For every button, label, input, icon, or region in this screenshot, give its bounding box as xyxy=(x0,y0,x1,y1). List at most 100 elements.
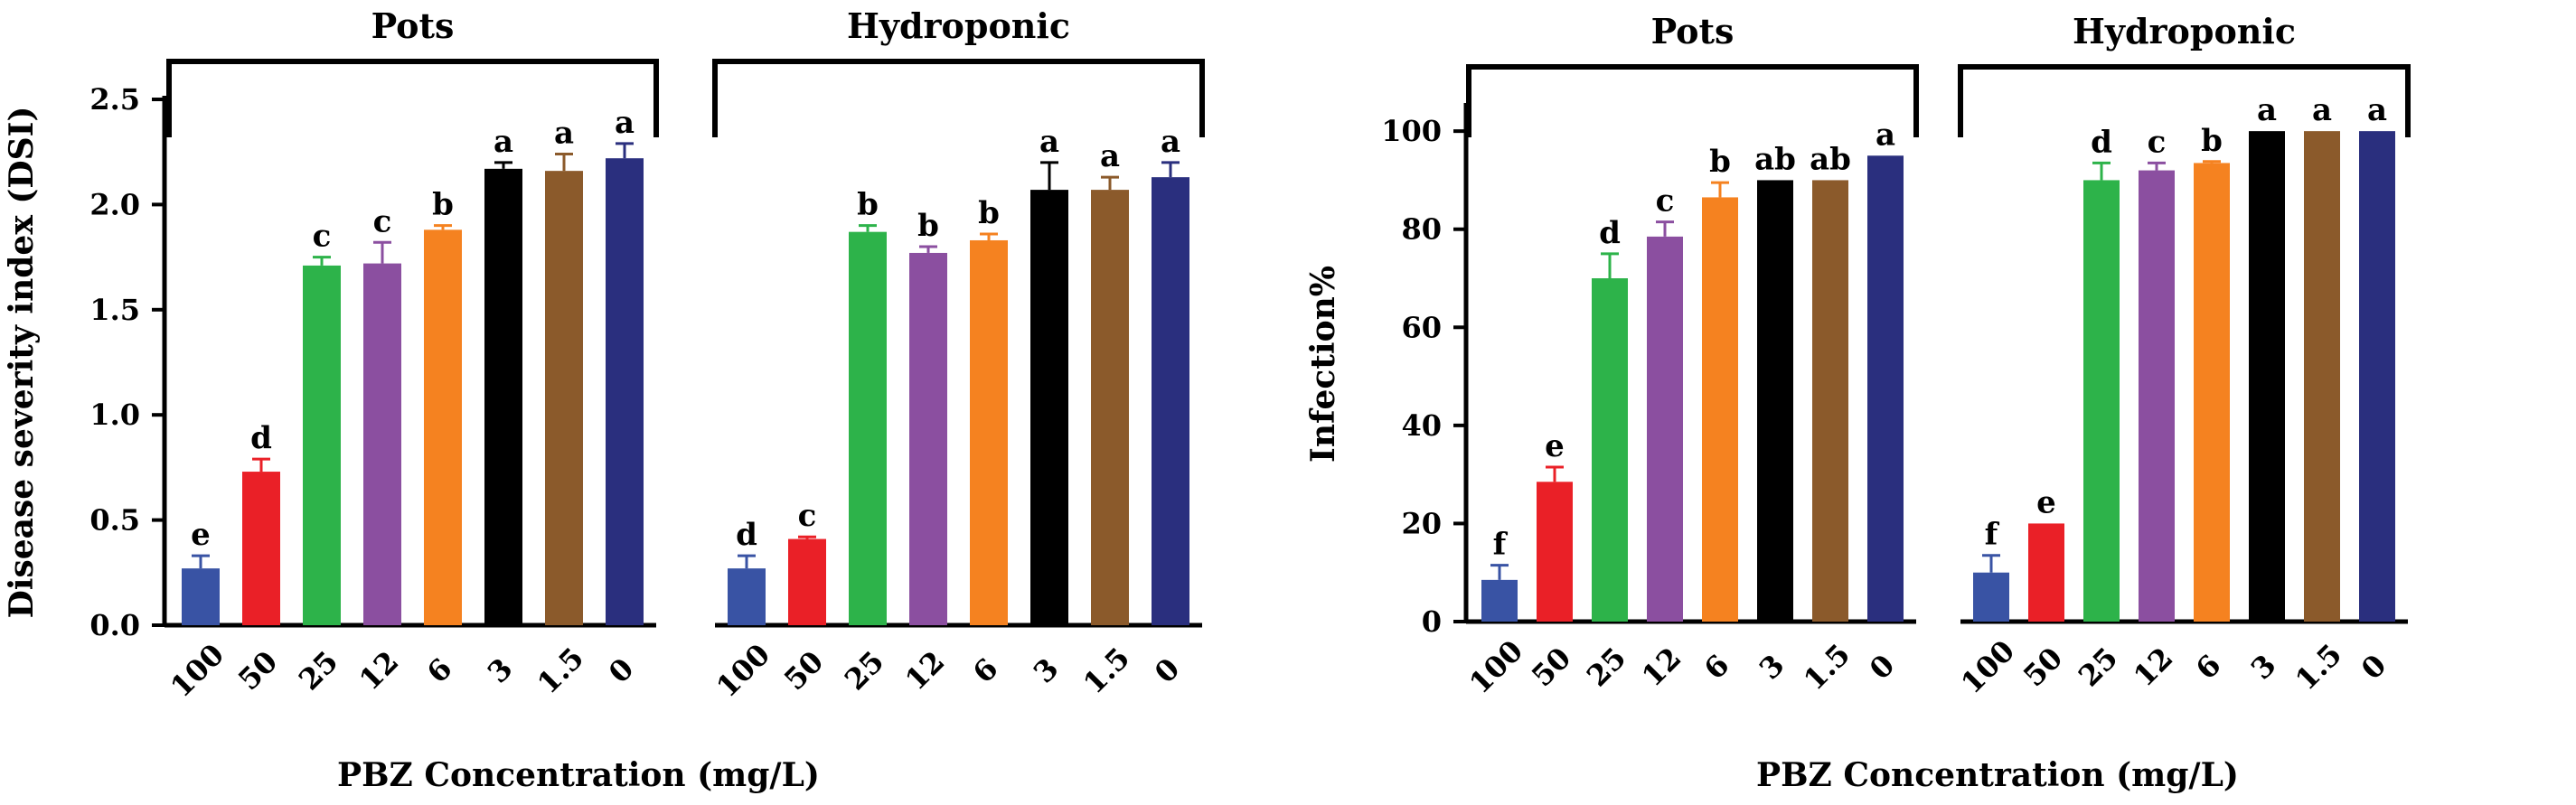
significance-letter: b xyxy=(917,208,939,244)
significance-letter: a xyxy=(494,124,513,160)
group-bracket xyxy=(712,59,1205,137)
x-tick-label: 3 xyxy=(481,651,520,690)
x-tick-label: 6 xyxy=(2189,648,2228,687)
y-tick-label: 60 xyxy=(1401,310,1442,344)
y-tick-label: 2.5 xyxy=(89,82,140,117)
significance-letter: a xyxy=(554,116,574,152)
bar xyxy=(182,568,220,625)
x-tick-label: 0 xyxy=(1148,651,1187,690)
x-tick-label: 25 xyxy=(1580,641,1632,693)
group-pots: Pots f 100 e 50 d 25 c 12 b 6 ab 3 ab 1.5 a 0 xyxy=(1462,11,1919,700)
y-tick-label: 1.5 xyxy=(89,293,140,327)
bar xyxy=(1973,572,2009,622)
bar xyxy=(970,239,1008,625)
bar xyxy=(424,229,462,625)
x-tick-label: 12 xyxy=(898,644,951,697)
bar xyxy=(1152,177,1189,626)
bar xyxy=(2249,131,2285,622)
significance-letter: a xyxy=(2257,92,2277,128)
x-tick-label: 25 xyxy=(2072,641,2124,693)
y-tick-label: 2.0 xyxy=(89,187,140,221)
dsi-chart: 0.0 0.5 1.0 1.5 2.0 2.5 Disease severity index… xyxy=(3,5,1205,794)
significance-letter: c xyxy=(373,203,392,239)
bar xyxy=(1091,190,1129,625)
significance-letter: a xyxy=(2367,92,2387,128)
y-axis-title: Infection% xyxy=(1304,266,1342,463)
infection-chart: 020406080100Infection%Potsf100e50d25c12b… xyxy=(1304,11,2411,794)
group-title: Hydroponic xyxy=(847,5,1070,46)
significance-letter: ab xyxy=(1754,141,1796,177)
bar xyxy=(1702,197,1738,622)
x-tick-label: 50 xyxy=(231,644,284,697)
significance-letter: a xyxy=(1161,124,1180,160)
y-tick-label: 40 xyxy=(1401,408,1442,443)
x-tick-label: 3 xyxy=(1753,648,1791,687)
x-tick-label: 6 xyxy=(966,651,1005,690)
significance-letter: e xyxy=(191,517,211,553)
significance-letter: b xyxy=(978,195,1000,231)
bar xyxy=(1867,155,1904,622)
bar xyxy=(242,472,280,625)
x-tick-label: 6 xyxy=(1697,648,1736,687)
x-tick-label: 0 xyxy=(1863,648,1902,687)
significance-letter: d xyxy=(736,517,757,553)
y-tick-label: 0.0 xyxy=(89,608,140,642)
bar xyxy=(2359,131,2395,622)
significance-letter: ab xyxy=(1810,141,1851,177)
x-tick-label: 25 xyxy=(838,644,890,697)
significance-letter: b xyxy=(1709,144,1731,180)
bar xyxy=(1812,180,1848,622)
x-tick-label: 0 xyxy=(2355,648,2393,687)
bar xyxy=(909,252,947,625)
x-tick-label: 1.5 xyxy=(531,641,590,700)
y-tick-label: 80 xyxy=(1401,212,1442,247)
y-tick-label: 1.0 xyxy=(89,398,140,432)
y-tick-label: 0.5 xyxy=(89,503,140,538)
x-tick-label: 25 xyxy=(292,644,344,697)
significance-letter: f xyxy=(1493,527,1509,563)
x-tick-label: 12 xyxy=(2127,641,2179,693)
bar xyxy=(2304,131,2340,622)
y-tick-label: 100 xyxy=(1381,114,1442,148)
x-tick-label: 50 xyxy=(2017,641,2069,693)
significance-letter: a xyxy=(615,105,635,141)
x-tick-label: 100 xyxy=(1954,633,2021,700)
bar xyxy=(1592,278,1628,622)
x-tick-label: 12 xyxy=(353,644,405,697)
x-tick-label: 50 xyxy=(1525,641,1577,693)
significance-letter: d xyxy=(1599,215,1621,251)
group-bracket xyxy=(1466,64,1919,137)
group-bracket xyxy=(1958,64,2411,137)
significance-letter: f xyxy=(1985,517,2000,553)
y-tick-label: 0 xyxy=(1422,604,1442,639)
bar xyxy=(849,231,887,625)
x-tick-label: 1.5 xyxy=(1797,637,1857,697)
group-title: Pots xyxy=(371,5,455,46)
significance-letter: c xyxy=(1656,183,1675,220)
group-pots: Pots e 100 d 50 c 25 c 12 b 6 a 3 a 1.5 a 0 xyxy=(164,5,659,704)
significance-letter: a xyxy=(2312,92,2332,128)
bar xyxy=(1537,482,1573,622)
group-title: Hydroponic xyxy=(2073,11,2296,51)
x-tick-label: 50 xyxy=(777,644,830,697)
x-axis-title: PBZ Concentration (mg/L) xyxy=(337,756,820,794)
bar xyxy=(2139,170,2175,622)
group-hydroponic: Hydroponic d 100 c 50 b 25 b 12 b 6 a 3 a 1.5 a 0 xyxy=(710,5,1205,704)
bar xyxy=(1647,236,1683,622)
significance-letter: a xyxy=(1100,138,1120,174)
x-tick-label: 100 xyxy=(710,637,776,704)
x-tick-label: 100 xyxy=(1462,633,1529,700)
bar xyxy=(2083,180,2120,622)
significance-letter: b xyxy=(432,187,454,223)
significance-letter: b xyxy=(857,187,879,223)
bar xyxy=(1757,180,1793,622)
y-axis-title: Disease severity index (DSI) xyxy=(3,107,41,619)
x-tick-label: 100 xyxy=(164,637,230,704)
significance-letter: a xyxy=(1876,117,1895,153)
x-axis-title: PBZ Concentration (mg/L) xyxy=(1756,756,2239,794)
significance-letter: e xyxy=(1545,428,1565,464)
bar xyxy=(1030,190,1068,625)
bar xyxy=(545,171,583,626)
group-title: Pots xyxy=(1651,11,1735,51)
y-tick-label: 20 xyxy=(1401,506,1442,540)
